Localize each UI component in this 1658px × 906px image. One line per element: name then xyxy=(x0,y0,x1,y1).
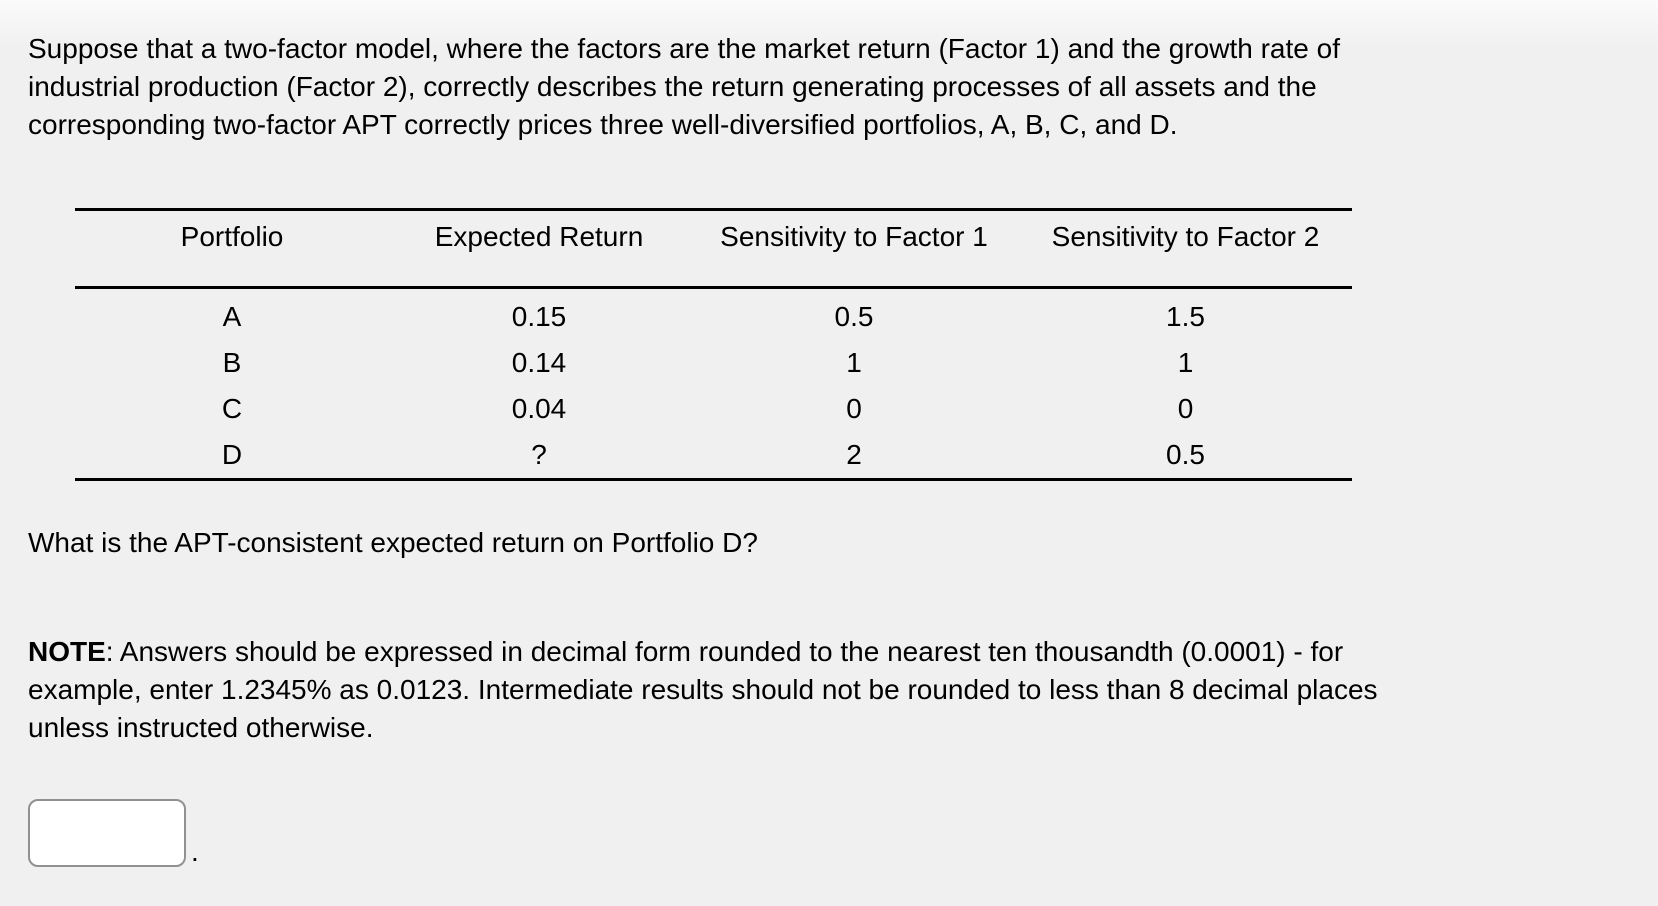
cell-expected-return: 0.14 xyxy=(511,347,567,378)
header-sensitivity-factor-2: Sensitivity to Factor 2 xyxy=(1051,221,1320,252)
header-portfolio: Portfolio xyxy=(180,221,284,252)
cell-factor-2: 1 xyxy=(1177,347,1194,378)
cell-factor-1: 1 xyxy=(846,347,862,378)
cell-factor-1: 0.5 xyxy=(834,301,874,332)
table-row: C 0.04 0 0 xyxy=(75,386,1352,432)
cell-factor-2: 1.5 xyxy=(1166,301,1205,332)
table-header-row: Portfolio Expected Return Sensitivity to… xyxy=(75,210,1352,288)
table-row: B 0.14 1 1 xyxy=(75,340,1352,386)
cell-portfolio: B xyxy=(222,347,242,378)
cell-expected-return: 0.15 xyxy=(511,301,567,332)
portfolio-table: Portfolio Expected Return Sensitivity to… xyxy=(75,208,1352,481)
intro-line-2: industrial production (Factor 2), correc… xyxy=(28,71,1317,102)
intro-line-3: corresponding two-factor APT correctly p… xyxy=(28,109,1178,140)
cell-factor-1: 0 xyxy=(846,393,862,424)
cell-portfolio: A xyxy=(222,301,242,332)
cell-portfolio: C xyxy=(221,393,243,424)
note-line-1: NOTE: Answers should be expressed in dec… xyxy=(28,633,1630,671)
table-row: D ? 2 0.5 xyxy=(75,432,1352,480)
note-line-3: unless instructed otherwise. xyxy=(28,712,374,743)
question-page: Suppose that a two-factor model, where t… xyxy=(28,30,1630,867)
note-paragraph: NOTE: Answers should be expressed in dec… xyxy=(28,633,1630,747)
header-sensitivity-factor-1: Sensitivity to Factor 1 xyxy=(720,221,988,252)
cell-factor-2: 0.5 xyxy=(1166,439,1205,470)
note-line-1-text: : Answers should be expressed in decimal… xyxy=(105,636,1344,667)
intro-paragraph: Suppose that a two-factor model, where t… xyxy=(28,30,1630,144)
note-label: NOTE xyxy=(28,636,106,667)
table-row: A 0.15 0.5 1.5 xyxy=(75,288,1352,341)
cell-expected-return: ? xyxy=(531,439,547,470)
intro-line-1: Suppose that a two-factor model, where t… xyxy=(28,33,1340,64)
cell-portfolio: D xyxy=(221,439,243,470)
note-line-2: example, enter 1.2345% as 0.0123. Interm… xyxy=(28,674,1378,705)
cell-factor-1: 2 xyxy=(846,439,862,470)
answer-period: . xyxy=(191,836,199,867)
cell-expected-return: 0.04 xyxy=(511,393,567,424)
answer-input[interactable] xyxy=(28,799,186,867)
header-expected-return: Expected Return xyxy=(434,221,644,252)
cell-factor-2: 0 xyxy=(1177,393,1194,424)
question-text: What is the APT-consistent expected retu… xyxy=(28,527,758,558)
answer-row: . xyxy=(28,799,1630,867)
